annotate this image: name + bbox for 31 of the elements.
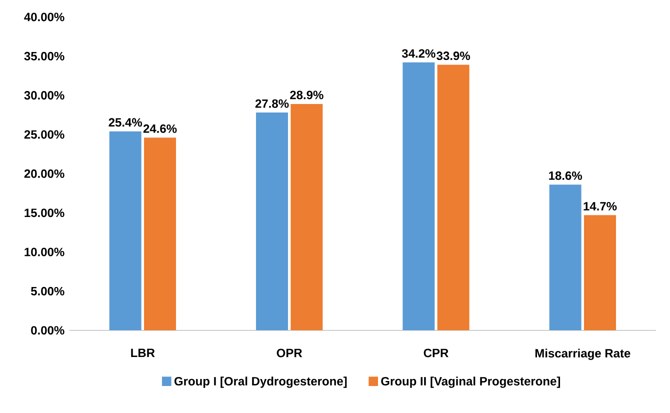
data-label: 25.4% [108, 118, 142, 127]
x-tick-label: LBR [131, 348, 155, 357]
bar [549, 184, 582, 330]
legend-label: Group I [Oral Dydrogesterone] [174, 376, 347, 388]
data-label: 33.9% [436, 52, 470, 60]
data-label: 27.8% [255, 99, 289, 108]
bar [437, 64, 470, 330]
data-label: 24.6% [143, 124, 177, 133]
bar [256, 112, 288, 330]
bar [109, 131, 142, 330]
x-tick-label: Miscarriage Rate [535, 348, 630, 360]
bar [144, 138, 176, 330]
y-tick-label: 5.00% [30, 286, 64, 296]
bar [584, 215, 616, 330]
data-label: 28.9% [290, 90, 324, 100]
data-label: 18.6% [549, 171, 582, 180]
data-label: 34.2% [402, 49, 436, 58]
legend-label: Group II [Vaginal Progesterone] [381, 376, 560, 388]
y-tick-label: 0.00% [31, 326, 64, 335]
y-tick-label: 35.00% [24, 52, 64, 60]
y-tick-label: 40.00% [24, 12, 64, 22]
y-tick-label: 20.00% [24, 169, 64, 178]
bar [290, 104, 323, 330]
y-tick-label: 25.00% [24, 130, 64, 139]
data-label: 14.7% [584, 202, 617, 210]
x-tick-label: OPR [276, 348, 302, 358]
y-tick-label: 30.00% [24, 91, 64, 100]
x-tick-label: CPR [424, 348, 448, 358]
y-tick-label: 10.00% [24, 248, 64, 256]
bar [402, 62, 435, 330]
y-tick-label: 15.00% [24, 208, 64, 218]
